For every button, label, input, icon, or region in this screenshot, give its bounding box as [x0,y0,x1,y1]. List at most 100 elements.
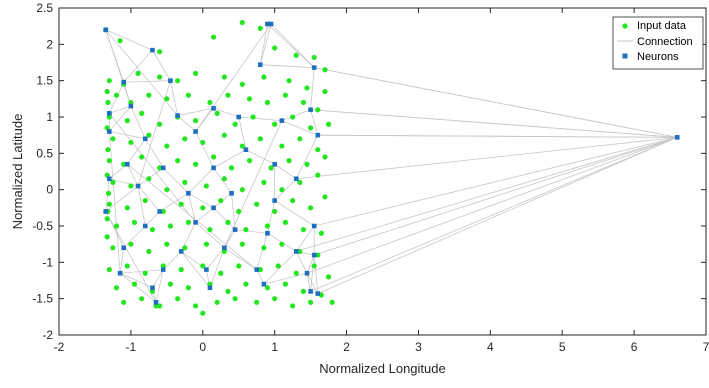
input-data-point [232,121,238,127]
connection-line [195,207,214,223]
input-data-point [304,85,310,91]
input-data-point [239,81,245,87]
input-data-point [117,38,123,44]
connection-line [188,192,214,209]
neuron-point [222,245,227,251]
connection-line [295,225,315,252]
connection-line [105,29,153,51]
connection-line [256,269,265,285]
connection-line [126,138,146,165]
neuron-point [124,161,130,167]
neuron-point [211,105,216,111]
y-tick-label: 1 [46,110,53,124]
connection-line [144,211,160,227]
input-data-point [142,270,148,276]
input-data-point [139,154,145,160]
neuron-point [229,191,234,196]
connection-line [310,136,678,292]
input-data-point [157,303,163,309]
connection-line [109,178,139,187]
neuron-point [175,113,180,118]
input-data-point [279,241,285,247]
input-data-point [293,270,299,276]
input-data-point [157,49,163,55]
connection-line [137,185,160,212]
connection-line [213,149,247,169]
x-tick-label: -1 [126,340,137,354]
neuron-point [311,223,317,229]
input-data-point [214,299,220,305]
connection-line [177,115,196,132]
input-data-point [192,118,199,124]
connection-line [263,272,308,285]
input-data-point [185,285,191,291]
input-data-point [200,310,206,316]
neuron-point [308,289,313,294]
input-data-point [182,245,188,251]
connection-line [105,185,139,212]
input-data-point [300,227,307,233]
input-data-point [200,205,206,211]
neuron-point [107,129,112,134]
neuron-point [308,107,313,113]
y-tick-label: -1 [42,255,53,269]
input-data-point [322,154,328,160]
input-data-point [243,281,249,287]
connection-line [224,247,257,270]
input-data-point [264,223,271,229]
connection-line [317,136,678,294]
neuron-point [107,176,112,182]
connection-line [313,255,319,294]
input-data-point [250,114,256,120]
connection-line [109,105,132,114]
neuron-point [304,270,310,276]
input-data-point [261,74,267,80]
input-data-point [104,172,110,178]
input-data-point [185,219,191,225]
x-tick-label: 5 [559,340,566,354]
connection-line [126,164,139,187]
input-data-point [218,197,224,204]
input-data-point [135,70,141,76]
ticks-layer: -2 -1 0 1 2 3 4 5 6 7 -2 -1.5 -1 -0.5 0 0.5 1 1.5 2 2.5 [32,1,709,354]
neuron-point [279,118,285,123]
connection-line [137,185,146,227]
connection-line [310,109,319,136]
input-data-point [261,179,267,185]
neuron-layer [103,21,680,305]
input-data-point [124,263,130,269]
input-data-point [110,245,116,251]
neuron-point [243,147,249,152]
input-data-point [104,234,110,240]
input-data-point [104,88,110,95]
input-data-point [207,281,213,287]
connection-line [281,120,318,136]
connection-line [108,131,121,274]
input-data-point [311,263,317,269]
input-data-point [185,92,191,98]
connection-line [144,138,164,169]
input-data-point [279,187,285,193]
connection-line [177,107,214,116]
connection-line [238,116,282,122]
input-data-point [175,158,181,164]
connection-line [267,23,315,68]
input-data-point [105,99,111,106]
connection-line [188,193,196,223]
input-data-point [279,143,285,149]
input-data-point [236,263,242,269]
x-tick-label: 1 [271,340,278,354]
connection-line [306,136,678,274]
connection-line [296,136,678,252]
connection-line [310,255,315,292]
connection-line [281,109,311,122]
connection-line [295,251,308,274]
neuron-point [121,79,126,85]
connection-line [123,49,153,83]
input-data-point [268,165,274,171]
input-data-point [214,110,220,116]
y-tick-label: -1.5 [32,292,53,306]
input-data-point [131,219,138,225]
